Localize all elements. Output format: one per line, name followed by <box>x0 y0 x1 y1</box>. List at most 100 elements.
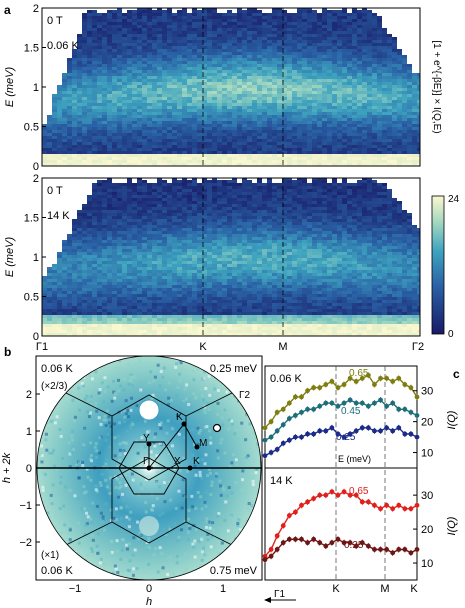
heat-cell <box>177 100 182 103</box>
heat-cell <box>402 151 407 154</box>
heat-cell <box>57 258 62 261</box>
heat-cell <box>227 130 232 133</box>
heat-cell <box>237 49 242 52</box>
heat-cell <box>127 234 132 237</box>
heat-cell <box>372 124 377 127</box>
heat-cell <box>257 118 262 121</box>
heat-cell <box>212 19 217 22</box>
heat-cell <box>312 16 317 19</box>
heat-cell <box>212 16 217 19</box>
heat-cell <box>122 67 127 70</box>
heat-cell <box>247 34 252 37</box>
heat-cell <box>77 258 82 261</box>
heat-cell <box>117 94 122 97</box>
heat-cell <box>187 97 192 100</box>
heat-cell <box>362 43 367 46</box>
heat-cell <box>122 85 127 88</box>
heat-cell <box>137 109 142 112</box>
heat-cell <box>312 142 317 145</box>
heat-cell <box>412 160 417 163</box>
heat-cell <box>312 109 317 112</box>
heat-cell <box>132 133 137 136</box>
heat-cell <box>147 222 152 225</box>
heat-cell <box>142 40 147 43</box>
heat-cell <box>107 109 112 112</box>
heat-cell <box>167 309 172 312</box>
heat-cell <box>377 82 382 85</box>
heat-cell <box>407 133 412 136</box>
heat-cell <box>382 109 387 112</box>
heat-cell <box>372 163 377 166</box>
heat-cell <box>347 151 352 154</box>
heat-cell <box>212 8 217 10</box>
heat-cell <box>212 34 217 37</box>
heat-cell <box>297 58 302 61</box>
heat-cell <box>252 100 257 103</box>
heat-cell <box>77 321 82 324</box>
heat-cell <box>172 154 177 157</box>
heat-cell <box>222 160 227 163</box>
heat-cell <box>62 106 67 109</box>
heat-cell <box>97 25 102 28</box>
heat-cell <box>182 234 187 237</box>
heat-cell <box>152 16 157 19</box>
heat-cell <box>112 118 117 121</box>
heat-cell <box>167 333 172 336</box>
heat-cell <box>157 213 162 216</box>
heat-cell <box>182 148 187 151</box>
heat-cell <box>327 142 332 145</box>
heat-cell <box>307 97 312 100</box>
heat-cell <box>277 127 282 130</box>
heat-cell <box>167 213 172 216</box>
heat-cell <box>152 37 157 40</box>
heat-cell <box>312 25 317 28</box>
heat-cell <box>152 207 157 210</box>
heat-cell <box>82 213 87 216</box>
heat-cell <box>147 58 152 61</box>
heat-cell <box>242 154 247 157</box>
heat-cell <box>302 52 307 55</box>
heat-cell <box>107 201 112 204</box>
heat-cell <box>87 37 92 40</box>
heat-cell <box>252 10 257 13</box>
heat-cell <box>187 28 192 31</box>
heat-cell <box>202 73 207 76</box>
heat-cell <box>97 180 102 183</box>
heat-cell <box>232 112 237 115</box>
heat-cell <box>132 55 137 58</box>
heat-cell <box>307 106 312 109</box>
heat-cell <box>332 88 337 91</box>
heat-cell <box>232 19 237 22</box>
heat-cell <box>417 115 420 118</box>
heat-cell <box>122 234 127 237</box>
heat-cell <box>352 97 357 100</box>
heat-cell <box>112 246 117 249</box>
heat-cell <box>207 37 212 40</box>
heat-cell <box>122 204 127 207</box>
heat-cell <box>147 70 152 73</box>
heat-cell <box>242 145 247 148</box>
heat-cell <box>147 306 152 309</box>
heat-cell <box>177 294 182 297</box>
heat-cell <box>92 61 97 64</box>
heat-cell <box>127 148 132 151</box>
heat-cell <box>167 40 172 43</box>
heat-cell <box>187 52 192 55</box>
heat-cell <box>367 124 372 127</box>
heat-cell <box>412 91 417 94</box>
heat-cell <box>217 100 222 103</box>
heat-cell <box>192 94 197 97</box>
heat-cell <box>287 115 292 118</box>
heat-cell <box>212 148 217 151</box>
heat-cell <box>332 10 337 13</box>
heat-cell <box>157 261 162 264</box>
heat-cell <box>112 88 117 91</box>
heat-cell <box>107 294 112 297</box>
heat-cell <box>322 127 327 130</box>
heat-cell <box>412 136 417 139</box>
heat-cell <box>172 330 177 333</box>
heat-cell <box>172 303 177 306</box>
heat-cell <box>372 64 377 67</box>
heat-cell <box>122 70 127 73</box>
heat-cell <box>287 106 292 109</box>
